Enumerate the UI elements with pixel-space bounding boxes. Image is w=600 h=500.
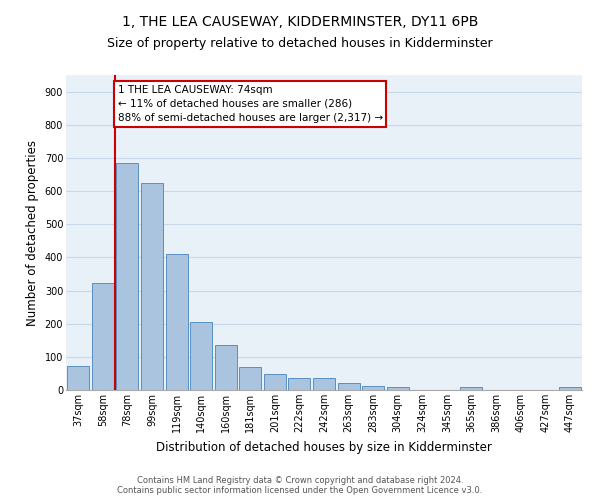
Bar — [386, 388, 409, 390]
Bar — [92, 283, 114, 390]
Text: 1 THE LEA CAUSEWAY: 74sqm
← 11% of detached houses are smaller (286)
88% of semi: 1 THE LEA CAUSEWAY: 74sqm ← 11% of detac… — [118, 85, 383, 123]
Text: Contains HM Land Registry data © Crown copyright and database right 2024.
Contai: Contains HM Land Registry data © Crown c… — [118, 476, 482, 495]
Bar — [116, 163, 139, 390]
Bar — [460, 386, 482, 390]
Bar — [362, 386, 384, 390]
Y-axis label: Number of detached properties: Number of detached properties — [26, 140, 39, 326]
Bar — [239, 367, 262, 390]
Text: Size of property relative to detached houses in Kidderminster: Size of property relative to detached ho… — [107, 38, 493, 51]
Text: 1, THE LEA CAUSEWAY, KIDDERMINSTER, DY11 6PB: 1, THE LEA CAUSEWAY, KIDDERMINSTER, DY11… — [122, 15, 478, 29]
X-axis label: Distribution of detached houses by size in Kidderminster: Distribution of detached houses by size … — [156, 440, 492, 454]
Bar — [67, 366, 89, 390]
Bar — [141, 184, 163, 390]
Bar — [166, 254, 188, 390]
Bar — [289, 378, 310, 390]
Bar — [338, 382, 359, 390]
Bar — [215, 344, 237, 390]
Bar — [264, 374, 286, 390]
Bar — [559, 386, 581, 390]
Bar — [190, 322, 212, 390]
Bar — [313, 378, 335, 390]
